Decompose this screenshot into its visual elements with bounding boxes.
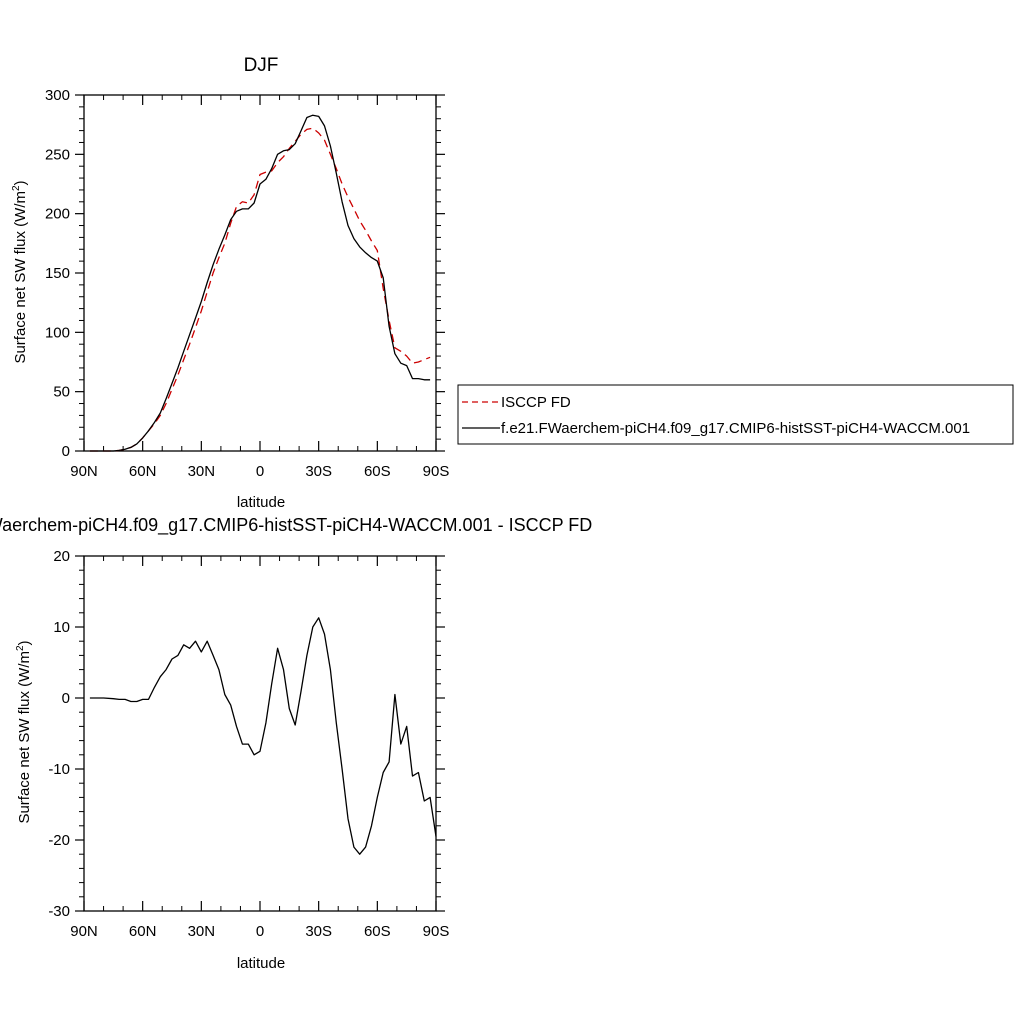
top-chart-ylabel: Surface net SW flux (W/m2): [11, 180, 29, 363]
series-line-0: [89, 617, 437, 855]
x-tick-label: 90N: [70, 463, 98, 480]
x-tick-label: 60N: [129, 923, 157, 940]
x-tick-label: 90S: [423, 923, 450, 940]
y-tick-label: 300: [45, 87, 70, 104]
top-ylabel-main: Surface net SW flux (W/m: [12, 191, 29, 364]
top-ylabel-end: ): [12, 180, 29, 185]
y-tick-label: 0: [62, 443, 70, 460]
x-tick-label: 90S: [423, 463, 450, 480]
series-line-1: [89, 114, 431, 452]
x-tick-label: 90N: [70, 923, 98, 940]
legend-box: [457, 384, 1014, 445]
bottom-ylabel-main: Surface net SW flux (W/m: [16, 651, 33, 824]
bottom-ylabel-end: ): [16, 640, 33, 645]
top-chart-title: DJF: [244, 55, 279, 76]
y-tick-label: 0: [62, 690, 70, 707]
y-tick-label: -20: [48, 832, 70, 849]
top-chart: DJF 90N 60N 30N 0 30S 60S 90S 0 50 100 150 200 250 30…: [11, 55, 1014, 511]
bottom-chart: f.e21.FWaerchem-piCH4.f09_g17.CMIP6-hist…: [0, 515, 592, 972]
y-tick-label: 150: [45, 265, 70, 282]
plot-frame: [83, 94, 437, 452]
legend-label-isccp: ISCCP FD: [501, 394, 571, 411]
y-tick-label: 200: [45, 206, 70, 223]
y-tick-label: -10: [48, 761, 70, 778]
x-tick-label: 30S: [305, 923, 332, 940]
y-tick-label: 10: [53, 619, 70, 636]
x-tick-label: 30S: [305, 463, 332, 480]
series-line-0: [89, 127, 431, 452]
x-tick-label: 60N: [129, 463, 157, 480]
bottom-ylabel-sup: 2: [15, 645, 26, 651]
legend-label-model: f.e21.FWaerchem-piCH4.f09_g17.CMIP6-hist…: [501, 420, 970, 437]
x-tick-label: 30N: [188, 463, 216, 480]
plot-frame: [83, 555, 437, 912]
y-tick-label: 100: [45, 324, 70, 341]
y-tick-label: -30: [48, 903, 70, 920]
legend: ISCCP FD f.e21.FWaerchem-piCH4.f09_g17.C…: [457, 384, 1014, 445]
top-ylabel-sup: 2: [11, 185, 22, 191]
bottom-chart-title: f.e21.FWaerchem-piCH4.f09_g17.CMIP6-hist…: [0, 515, 592, 536]
top-chart-xlabel: latitude: [237, 494, 285, 511]
x-tick-label: 0: [256, 923, 264, 940]
bottom-chart-xlabel: latitude: [237, 955, 285, 972]
y-tick-label: 20: [53, 548, 70, 565]
x-tick-label: 0: [256, 463, 264, 480]
x-tick-label: 30N: [188, 923, 216, 940]
y-tick-label: 250: [45, 146, 70, 163]
x-tick-label: 60S: [364, 923, 391, 940]
x-tick-label: 60S: [364, 463, 391, 480]
bottom-chart-ylabel: Surface net SW flux (W/m2): [15, 640, 33, 823]
y-tick-label: 50: [53, 384, 70, 401]
